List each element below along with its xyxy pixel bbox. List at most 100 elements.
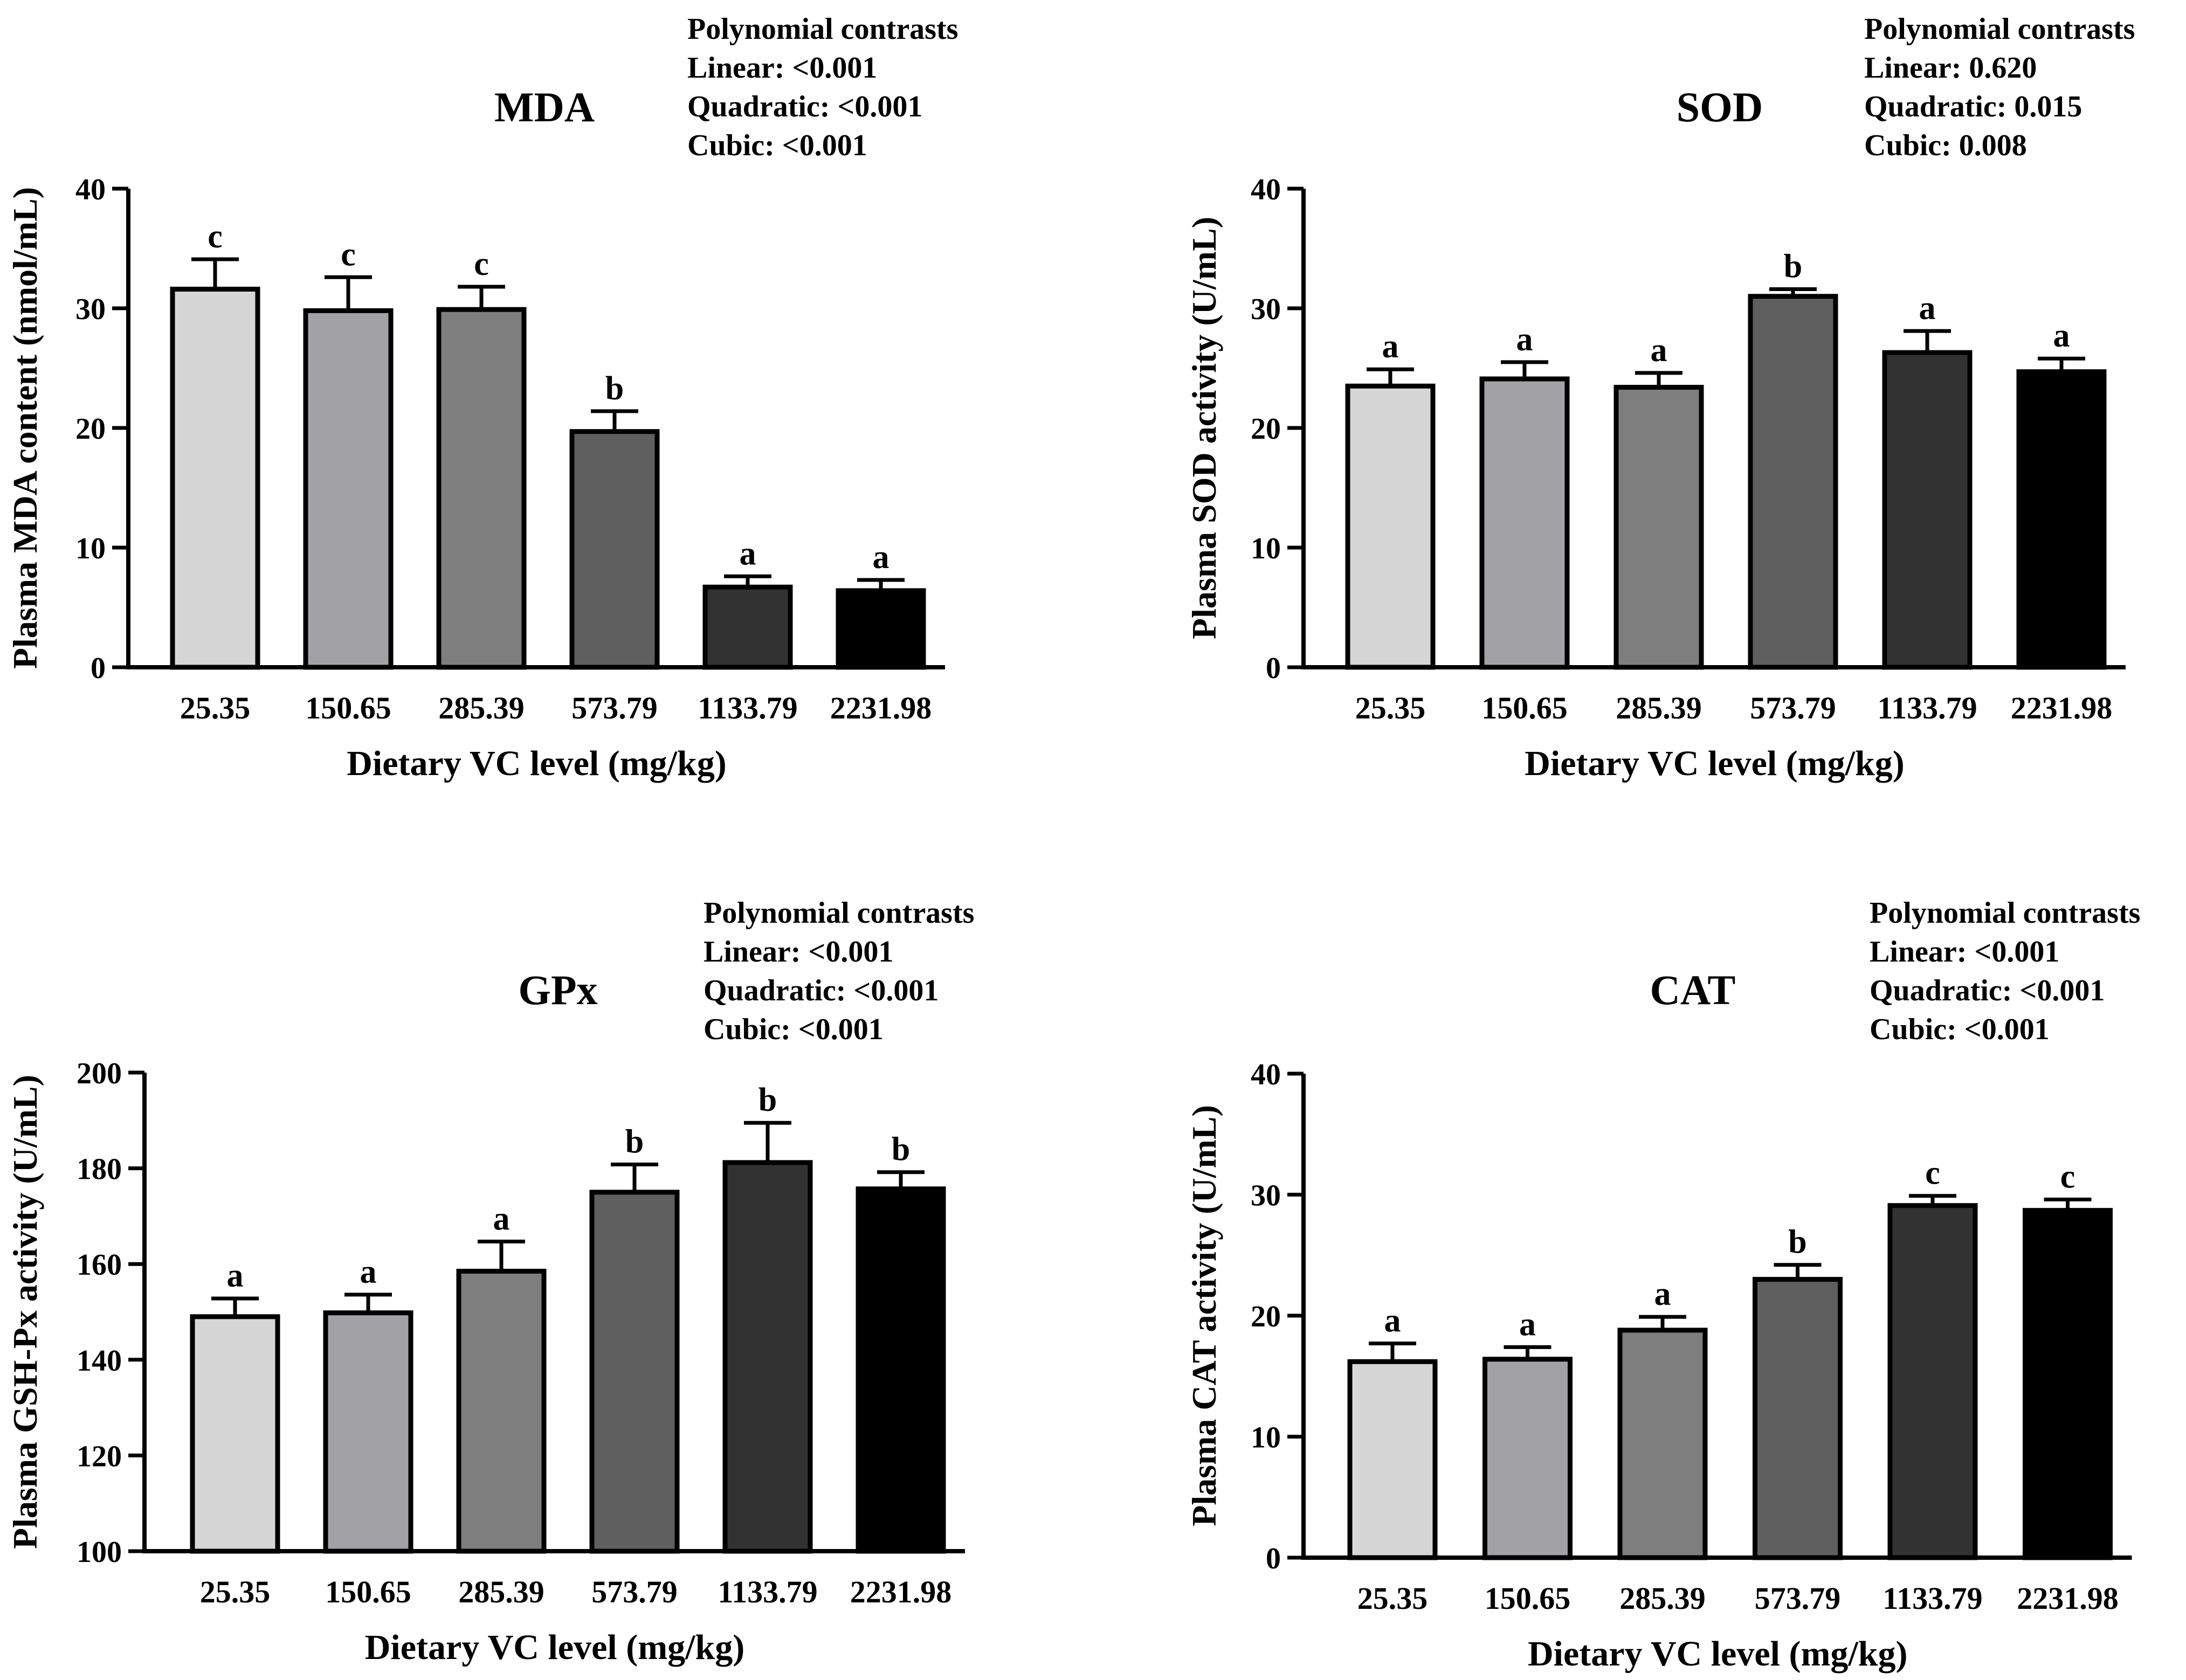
bar <box>1748 294 1838 670</box>
y-tick-label: 10 <box>75 532 106 565</box>
bar <box>702 584 793 670</box>
contrast-line: Cubic: <0.001 <box>1870 1013 2050 1046</box>
chart-title: SOD <box>1677 84 1763 130</box>
significance-letter: b <box>625 1123 644 1160</box>
significance-letter: a <box>1516 321 1533 358</box>
y-tick-label: 20 <box>1251 412 1281 446</box>
significance-letter: a <box>2053 317 2070 354</box>
y-tick-label: 180 <box>77 1153 122 1186</box>
y-tick-label: 10 <box>1251 532 1281 565</box>
x-tick-label: 285.39 <box>458 1574 544 1609</box>
x-tick-label: 2231.98 <box>2011 690 2113 725</box>
y-tick-label: 120 <box>77 1440 122 1473</box>
contrasts-heading: Polynomial contrasts <box>687 12 958 46</box>
x-tick-label: 2231.98 <box>850 1574 952 1609</box>
significance-letter: b <box>1784 248 1802 285</box>
x-tick-label: 25.35 <box>1355 690 1426 725</box>
bar <box>1613 385 1704 670</box>
x-tick-label: 1133.79 <box>1882 1581 1982 1616</box>
x-tick-label: 1133.79 <box>698 690 797 725</box>
significance-letter: b <box>892 1131 910 1168</box>
bar <box>722 1160 813 1554</box>
y-tick-label: 20 <box>75 412 106 446</box>
significance-letter: c <box>2060 1158 2075 1195</box>
y-tick-label: 0 <box>1266 652 1281 685</box>
y-tick-label: 40 <box>1251 1058 1281 1091</box>
y-tick-label: 10 <box>1251 1421 1281 1455</box>
significance-letter: a <box>873 539 889 576</box>
bar <box>323 1310 413 1554</box>
significance-letter: a <box>740 535 756 572</box>
y-tick-label: 40 <box>1251 173 1281 206</box>
bar <box>1479 376 1570 670</box>
significance-letter: a <box>1919 290 1936 327</box>
contrasts-heading: Polynomial contrasts <box>1864 12 2135 46</box>
x-tick-label: 573.79 <box>1750 690 1836 725</box>
bar <box>1882 350 1973 670</box>
contrast-line: Quadratic: <0.001 <box>704 974 939 1007</box>
x-axis-label: Dietary VC level (mg/kg) <box>347 744 726 783</box>
x-tick-label: 285.39 <box>1619 1581 1706 1616</box>
x-tick-label: 285.39 <box>1616 690 1702 725</box>
significance-letter: c <box>1925 1155 1940 1192</box>
x-tick-label: 25.35 <box>180 690 251 725</box>
contrasts-heading: Polynomial contrasts <box>1870 896 2140 930</box>
contrast-line: Linear: <0.001 <box>704 935 893 969</box>
contrasts-heading: Polynomial contrasts <box>704 896 974 930</box>
significance-letter: a <box>1382 328 1399 365</box>
bar <box>836 588 926 670</box>
significance-letter: a <box>1384 1303 1401 1339</box>
y-axis-label: Plasma MDA content (nmol/mL) <box>6 187 44 669</box>
bar <box>2016 369 2107 670</box>
y-tick-label: 30 <box>75 293 106 326</box>
x-tick-label: 150.65 <box>1481 690 1568 725</box>
contrast-line: Linear: <0.001 <box>687 51 877 85</box>
bar <box>1753 1277 1843 1560</box>
x-tick-label: 1133.79 <box>718 1574 817 1609</box>
chart-title: CAT <box>1650 966 1736 1013</box>
y-tick-label: 160 <box>77 1248 122 1282</box>
significance-letter: a <box>1654 1276 1671 1312</box>
contrast-line: Quadratic: <0.001 <box>1870 974 2105 1007</box>
significance-letter: a <box>227 1257 244 1294</box>
bar <box>1482 1357 1573 1560</box>
bar <box>170 286 260 670</box>
y-tick-label: 20 <box>1251 1300 1281 1333</box>
contrast-line: Cubic: 0.008 <box>1864 129 2027 162</box>
contrast-line: Cubic: <0.001 <box>704 1013 884 1046</box>
bar <box>190 1314 280 1554</box>
y-axis-label: Plasma SOD activity (U/mL) <box>1185 217 1223 639</box>
y-tick-label: 140 <box>77 1344 122 1378</box>
y-tick-label: 30 <box>1251 1179 1281 1213</box>
bar <box>1617 1328 1708 1560</box>
chart-title: MDA <box>494 84 595 130</box>
bar <box>1347 1359 1438 1560</box>
x-tick-label: 150.65 <box>1485 1581 1571 1616</box>
bar <box>303 308 394 670</box>
x-tick-label: 150.65 <box>305 690 391 725</box>
x-tick-label: 25.35 <box>200 1574 271 1609</box>
significance-letter: a <box>1519 1306 1536 1343</box>
x-tick-label: 2231.98 <box>830 690 932 725</box>
chart-panel-mda: MDA Polynomial contrasts Linear: <0.001 Qua… <box>6 12 958 783</box>
significance-letter: b <box>605 370 624 407</box>
y-axis-label: Plasma GSH-Px activity (U/mL) <box>6 1075 44 1549</box>
bar <box>1345 383 1436 670</box>
x-tick-label: 2231.98 <box>2017 1581 2119 1616</box>
x-axis-label: Dietary VC level (mg/kg) <box>1525 744 1904 783</box>
significance-letter: a <box>1651 332 1667 369</box>
chart-panel-cat: CAT Polynomial contrasts Linear: <0.001 Qua… <box>1185 896 2140 1674</box>
x-axis-label: Dietary VC level (mg/kg) <box>1528 1634 1907 1674</box>
bar <box>1887 1203 1978 1560</box>
chart-panel-gpx: GPx Polynomial contrasts Linear: <0.001 Qua… <box>6 896 974 1667</box>
y-tick-label: 200 <box>77 1057 122 1090</box>
contrast-line: Quadratic: <0.001 <box>687 90 922 123</box>
bar <box>436 307 527 670</box>
bar <box>456 1269 547 1554</box>
significance-letter: c <box>474 246 489 282</box>
y-axis-label: Plasma CAT activity (U/mL) <box>1185 1105 1223 1526</box>
y-tick-label: 0 <box>91 652 106 685</box>
x-tick-label: 150.65 <box>325 1574 411 1609</box>
x-axis-label: Dietary VC level (mg/kg) <box>365 1628 744 1667</box>
x-tick-label: 1133.79 <box>1877 690 1977 725</box>
